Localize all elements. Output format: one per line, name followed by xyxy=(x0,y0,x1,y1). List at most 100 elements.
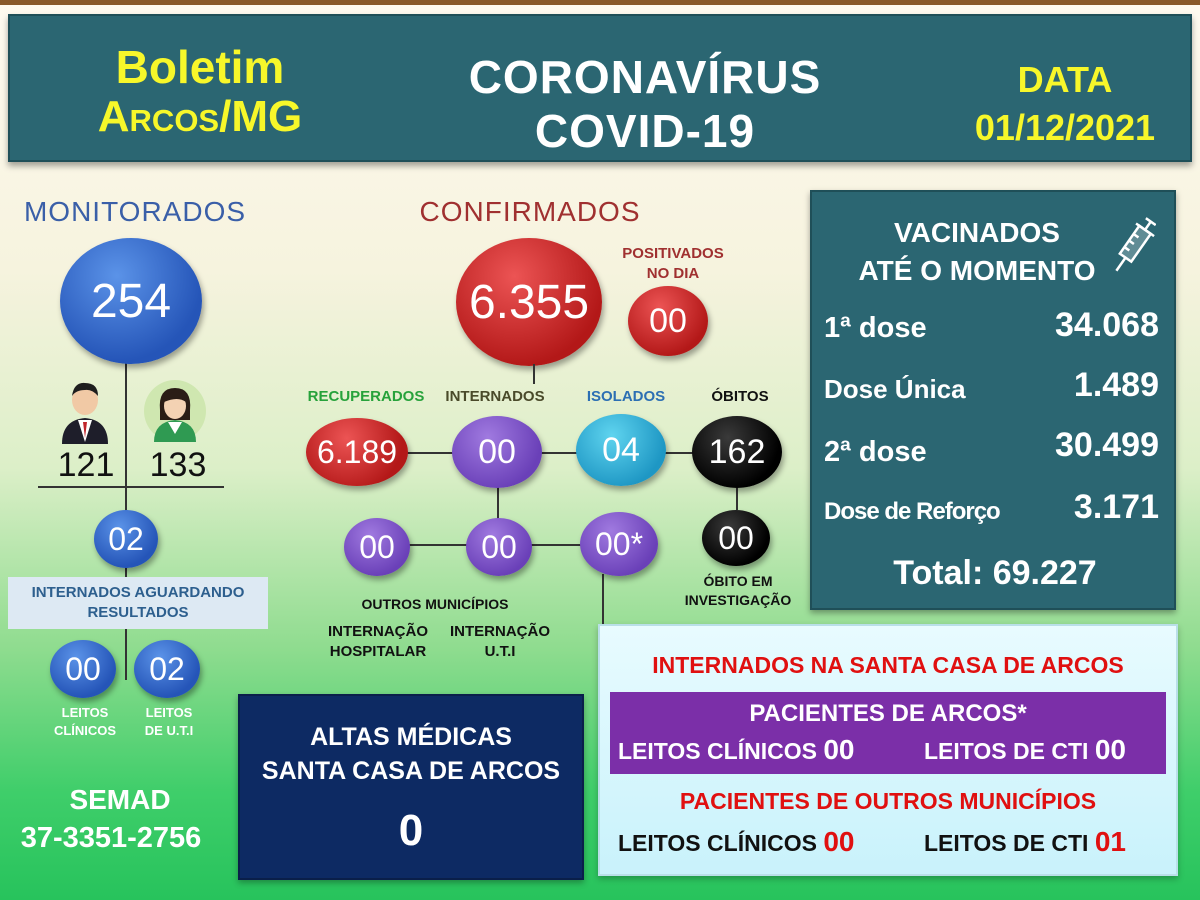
outros-clinicos-label: LEITOS CLÍNICOS xyxy=(618,830,817,856)
obitos-circle: 162 xyxy=(692,416,782,488)
date-label: DATA xyxy=(1017,59,1113,100)
vac-row-label: 1ª dose xyxy=(824,312,927,344)
vacinados-total: Total: 69.227 xyxy=(893,554,1097,592)
internados-circle: 00 xyxy=(452,416,542,488)
arcos-clinicos-value: 00 xyxy=(823,734,855,765)
altas-title-line1: ALTAS MÉDICAS xyxy=(310,723,512,751)
internacao-uti-label-1: INTERNAÇÃO xyxy=(450,623,550,640)
outros-clinicos: LEITOS CLÍNICOS 00 xyxy=(618,826,854,858)
leitos-uti-circle: 02 xyxy=(134,640,200,698)
semad-label: SEMAD xyxy=(69,784,171,815)
female-count: 133 xyxy=(149,446,207,484)
internados-arcos-value: 00* xyxy=(594,525,644,562)
date-value: 01/12/2021 xyxy=(974,107,1156,148)
altas-value: 0 xyxy=(398,806,424,855)
positivados-label-2: NO DIA xyxy=(646,265,700,282)
recuperados-label: RECUPERADOS xyxy=(307,388,425,405)
internados-aguardando-value: 02 xyxy=(108,520,144,557)
recuperados-circle: 6.189 xyxy=(306,418,408,486)
obitos-value: 162 xyxy=(708,432,766,471)
leitos-clinicos-label-1: LEITOS xyxy=(61,705,109,720)
internados-aguardando-circle: 02 xyxy=(94,510,158,568)
phone-number: 37-3351-2756 xyxy=(20,822,202,854)
outros-cti-value: 01 xyxy=(1094,826,1126,857)
monitorados-total-circle: 254 xyxy=(60,238,202,364)
vac-row-value: 3.171 xyxy=(1073,488,1159,526)
arcos-clinicos: LEITOS CLÍNICOS 00 xyxy=(618,734,854,766)
santa-casa-title: INTERNADOS NA SANTA CASA DE ARCOS xyxy=(652,652,1124,678)
vac-row-value: 1.489 xyxy=(1073,366,1159,404)
main-title-line1: CORONAVÍRUS xyxy=(468,51,822,103)
arcos-cti: LEITOS DE CTI 00 xyxy=(924,734,1126,766)
vacinados-panel: VACINADOS ATÉ O MOMENTO 1ª dose 34.068 D… xyxy=(810,190,1176,610)
bulletin-title-line1: Boletim xyxy=(115,41,285,93)
arcos-cti-value: 00 xyxy=(1094,734,1126,765)
outros-clinicos-value: 00 xyxy=(823,826,855,857)
status-row-line xyxy=(400,452,696,454)
internacao-uti-value: 00 xyxy=(481,528,517,565)
leitos-uti-label-1: LEITOS xyxy=(145,705,193,720)
arcos-clinicos-label: LEITOS CLÍNICOS xyxy=(618,738,817,764)
main-title: CORONAVÍRUS COVID-19 xyxy=(410,50,880,158)
monitorados-total-value: 254 xyxy=(90,274,172,328)
leitos-clinicos-label: LEITOS CLÍNICOS xyxy=(40,704,130,740)
altas-title-line2: SANTA CASA DE ARCOS xyxy=(261,757,561,785)
altas-medicas-panel: ALTAS MÉDICAS SANTA CASA DE ARCOS 0 xyxy=(238,694,584,880)
monitorados-horizontal-line xyxy=(38,486,224,488)
vac-row-label: Dose de Reforço xyxy=(824,498,1001,525)
obito-investigacao-circle: 00 xyxy=(702,510,770,566)
vac-row-label: 2ª dose xyxy=(824,436,927,468)
date-block: DATA 01/12/2021 xyxy=(940,56,1190,152)
confirmados-total-value: 6.355 xyxy=(468,275,590,329)
vac-row-label: Dose Única xyxy=(824,374,966,404)
leitos-clinicos-value: 00 xyxy=(65,650,101,687)
obito-investigacao-label-2: INVESTIGAÇÃO xyxy=(684,592,792,608)
vac-row-value: 34.068 xyxy=(1055,306,1159,344)
internacao-uti-label: INTERNAÇÃO U.T.I xyxy=(440,622,560,662)
male-count: 121 xyxy=(57,446,115,484)
internacao-hospitalar-circle: 00 xyxy=(344,518,410,576)
internacao-uti-circle: 00 xyxy=(466,518,532,576)
positivados-label-1: POSITIVADOS xyxy=(622,245,724,262)
obitos-label: ÓBITOS xyxy=(711,388,769,405)
outros-municipios-title: PACIENTES DE OUTROS MUNICÍPIOS xyxy=(679,788,1097,814)
obito-investigacao-value: 00 xyxy=(718,519,754,556)
internacao-hospitalar-label-2: HOSPITALAR xyxy=(329,643,427,660)
internados-aguardando-label-2: RESULTADOS xyxy=(87,604,189,621)
header-banner: Boletim Arcos/MG CORONAVÍRUS COVID-19 DA… xyxy=(8,14,1192,162)
outros-cti: LEITOS DE CTI 01 xyxy=(924,826,1126,858)
vacinados-title: VACINADOS ATÉ O MOMENTO xyxy=(832,214,1122,290)
main-title-line2: COVID-19 xyxy=(534,105,756,157)
leitos-uti-value: 02 xyxy=(149,650,185,687)
internados-value: 00 xyxy=(478,432,516,471)
arcos-cti-label: LEITOS DE CTI xyxy=(924,738,1089,764)
outros-cti-label: LEITOS DE CTI xyxy=(924,830,1089,856)
vacinados-title-line2: ATÉ O MOMENTO xyxy=(858,255,1096,286)
bulletin-title: Boletim Arcos/MG xyxy=(70,42,330,142)
pacientes-arcos-box: PACIENTES DE ARCOS* LEITOS CLÍNICOS 00 L… xyxy=(610,692,1166,774)
obito-investigacao-label-1: ÓBITO EM xyxy=(703,573,773,589)
leitos-clinicos-label-2: CLÍNICOS xyxy=(53,723,117,738)
bulletin-title-line2: Arcos/MG xyxy=(97,92,303,141)
leitos-uti-label: LEITOS DE U.T.I xyxy=(124,704,214,740)
internados-aguardando-label-1: INTERNADOS AGUARDANDO xyxy=(31,584,245,601)
positivados-value: 00 xyxy=(649,301,687,340)
recuperados-value: 6.189 xyxy=(316,433,398,470)
internacao-hospitalar-value: 00 xyxy=(359,528,395,565)
isolados-value: 04 xyxy=(602,430,640,469)
internados-arcos-circle: 00* xyxy=(580,512,658,576)
internados-label: INTERNADOS xyxy=(445,388,545,405)
internados-down-line xyxy=(497,484,499,520)
isolados-circle: 04 xyxy=(576,414,666,486)
confirmados-total-circle: 6.355 xyxy=(456,238,602,366)
internacao-hospitalar-label: INTERNAÇÃO HOSPITALAR xyxy=(318,622,438,662)
leitos-uti-label-2: DE U.T.I xyxy=(144,723,194,738)
internacao-hospitalar-label-1: INTERNAÇÃO xyxy=(328,623,428,640)
leitos-clinicos-circle: 00 xyxy=(50,640,116,698)
vac-row-value: 30.499 xyxy=(1055,426,1159,464)
syringe-icon xyxy=(1110,214,1157,280)
positivados-label: POSITIVADOS NO DIA xyxy=(608,244,738,284)
obitos-down-line xyxy=(736,488,738,510)
monitorados-title: MONITORADOS xyxy=(23,196,247,227)
female-avatar-icon xyxy=(144,380,206,442)
